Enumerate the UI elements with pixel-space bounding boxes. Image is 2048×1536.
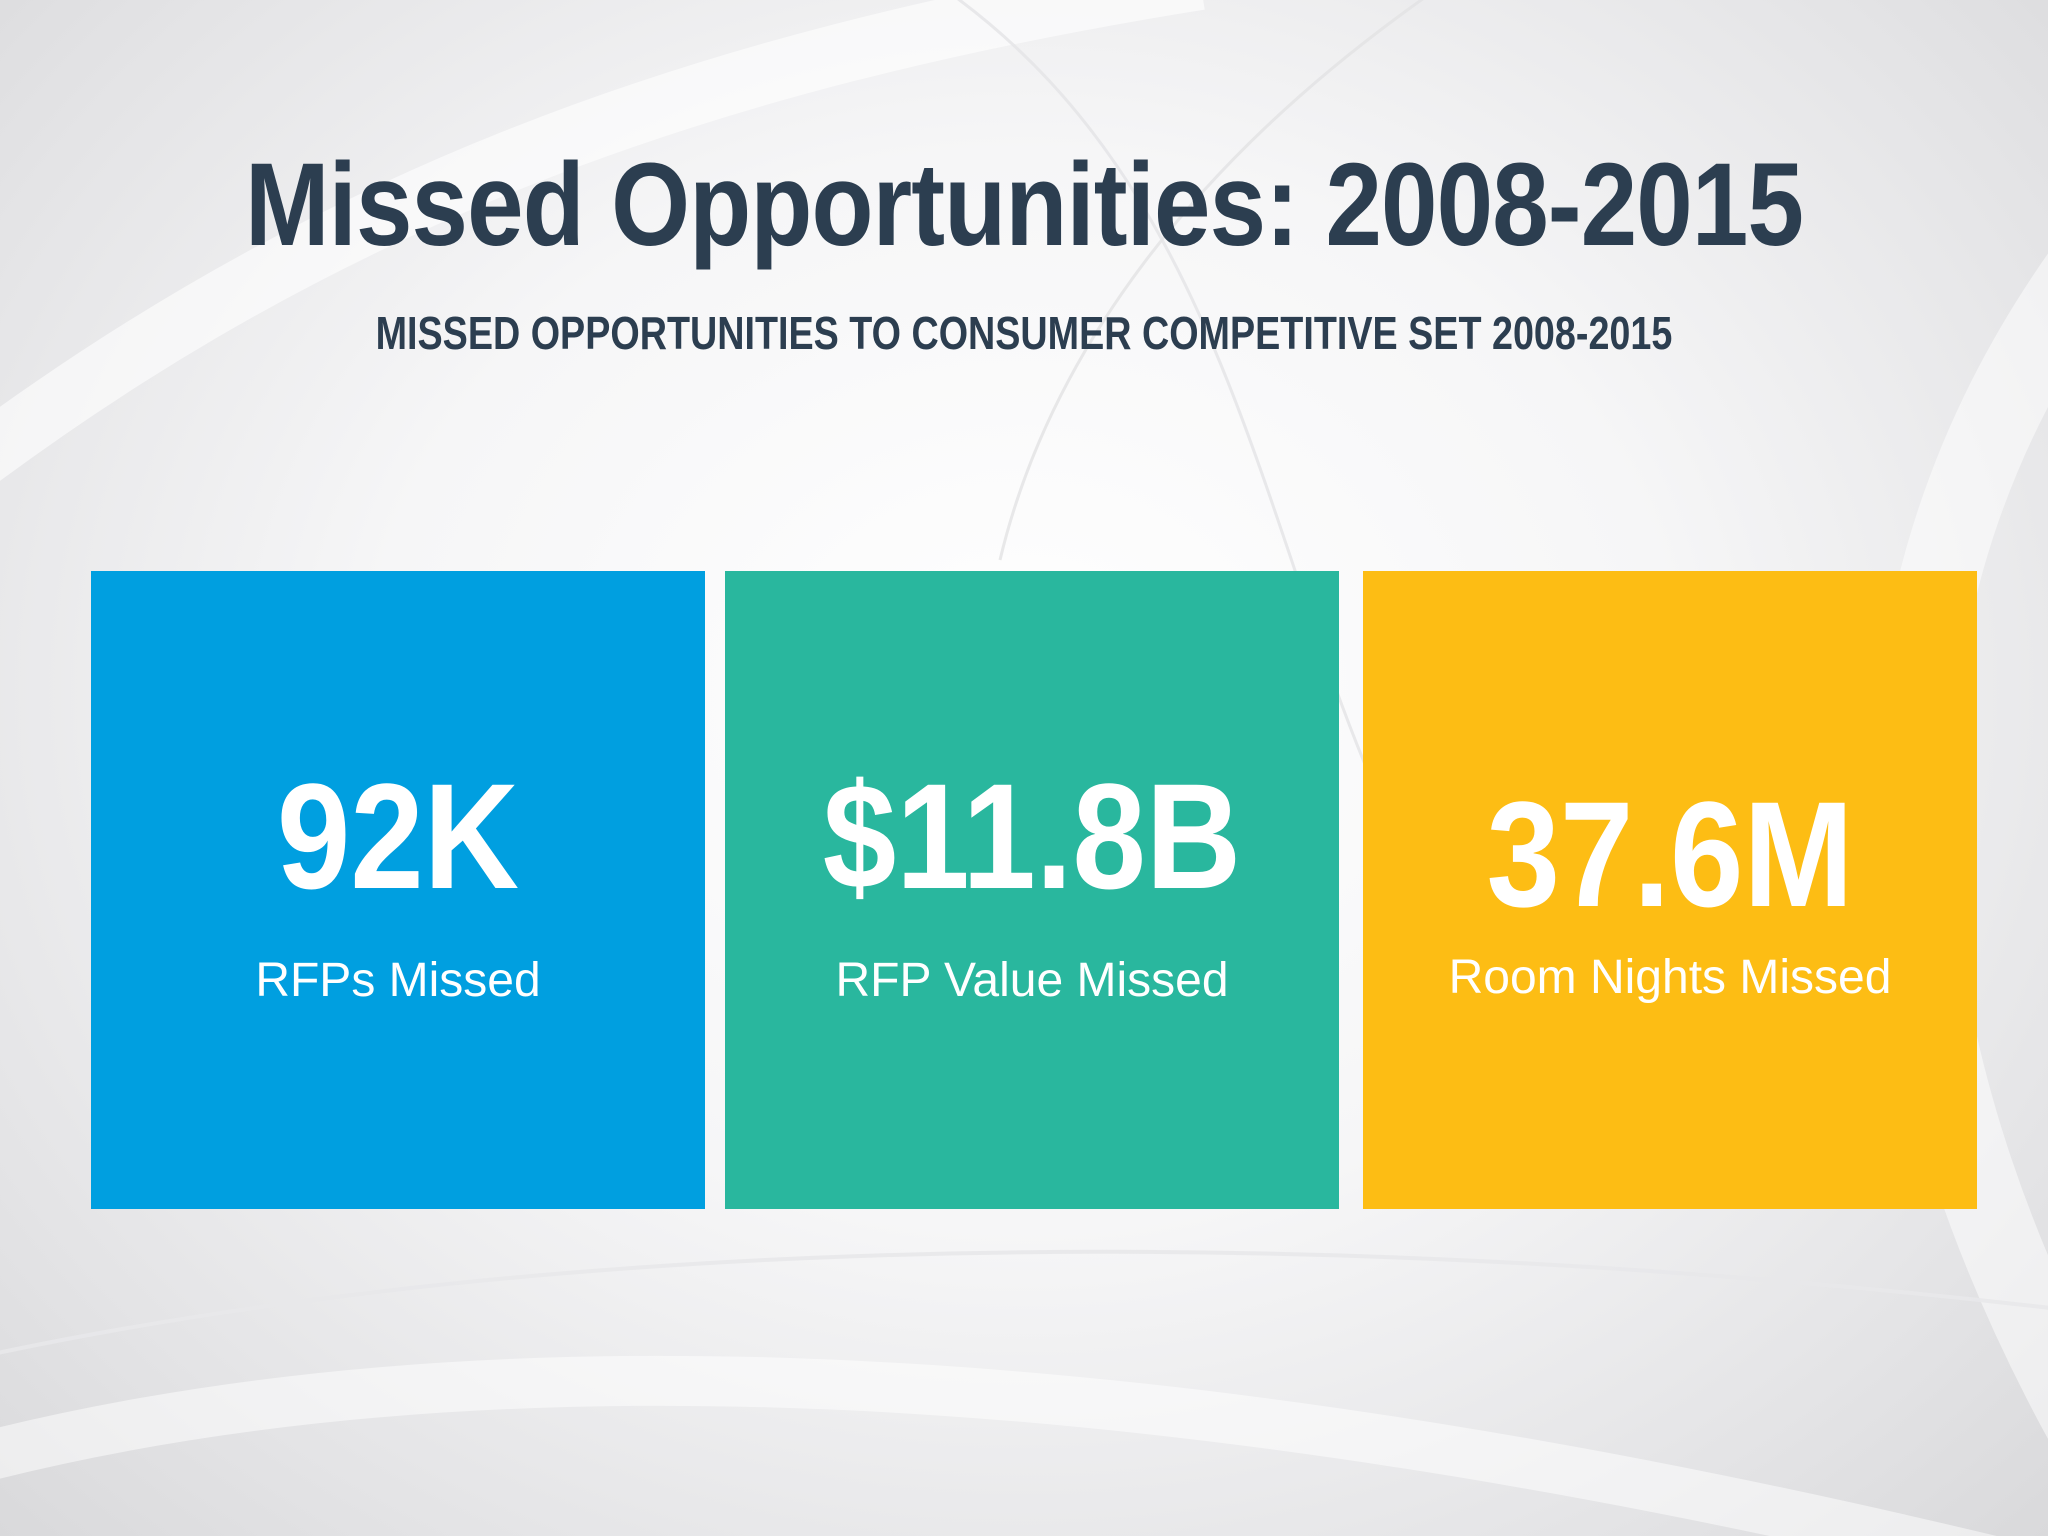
page-title: Missed Opportunities: 2008-2015: [244, 139, 1804, 271]
stat-label: Room Nights Missed: [1448, 951, 1892, 1004]
stat-tile-rfp-value-missed: $11.8B RFP Value Missed: [725, 571, 1339, 1209]
stat-label: RFPs Missed: [255, 954, 541, 1007]
stat-label: RFP Value Missed: [835, 954, 1229, 1007]
page-subtitle: MISSED OPPORTUNITIES TO CONSUMER COMPETI…: [375, 307, 1673, 359]
stat-value: 37.6M: [1486, 770, 1854, 938]
stat-value: 92K: [276, 752, 520, 920]
stat-tile-room-nights-missed: 37.6M Room Nights Missed: [1363, 571, 1977, 1209]
stat-tile-rfps-missed: 92K RFPs Missed: [91, 571, 705, 1209]
stat-value: $11.8B: [822, 752, 1242, 920]
